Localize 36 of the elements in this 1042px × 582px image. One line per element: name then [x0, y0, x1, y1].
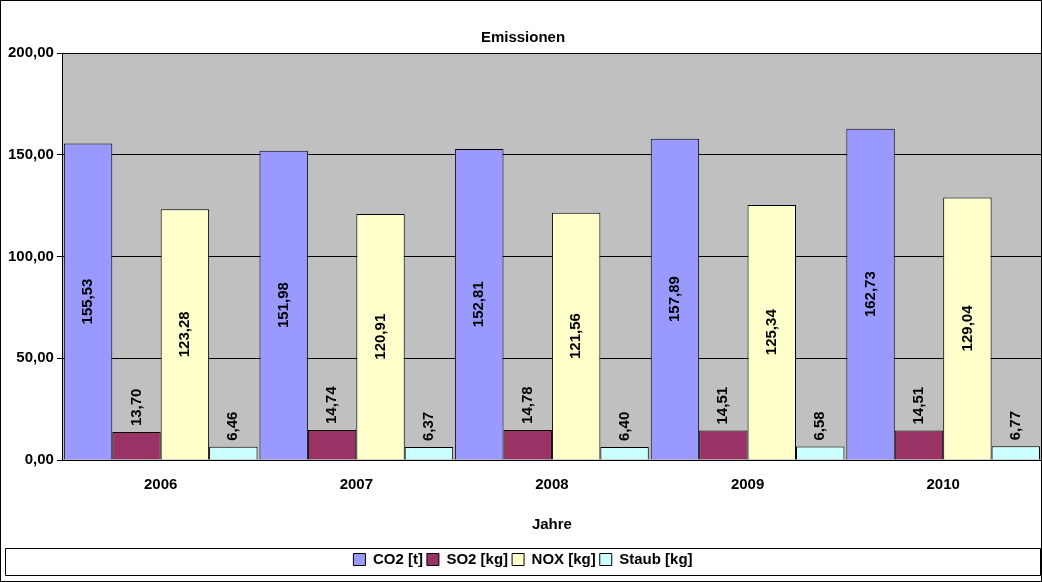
data-label: 162,73	[860, 271, 878, 318]
data-label: 14,51	[909, 386, 927, 425]
data-label: 123,28	[175, 311, 193, 358]
data-label: 6,40	[614, 411, 632, 441]
legend-label: CO2 [t]	[372, 549, 423, 567]
data-label: 120,91	[370, 313, 388, 360]
y-tick-label: 150,00	[7, 144, 54, 162]
x-tick-label: 2010	[926, 475, 960, 493]
legend-label: Staub [kg]	[619, 549, 693, 567]
data-label: 6,58	[810, 411, 828, 441]
data-label: 151,98	[273, 282, 291, 329]
data-label: 14,51	[713, 386, 731, 425]
data-label: 121,56	[566, 313, 584, 360]
y-tick-label: 50,00	[16, 348, 54, 366]
x-tick-label: 2008	[535, 475, 569, 493]
legend-label: SO2 [kg]	[446, 549, 509, 567]
data-label: 152,81	[469, 281, 487, 328]
data-label: 125,34	[761, 308, 779, 356]
data-label: 6,46	[223, 411, 241, 441]
data-label: 6,77	[1005, 411, 1023, 441]
data-label: 13,70	[126, 388, 144, 427]
chart-title: Emissionen	[480, 28, 566, 46]
data-label: 157,89	[665, 276, 683, 323]
x-axis-title: Jahre	[531, 515, 572, 533]
x-tick-label: 2007	[339, 475, 373, 493]
x-tick-label: 2006	[144, 475, 178, 493]
y-tick-label: 100,00	[7, 246, 54, 264]
x-tick-label: 2009	[730, 475, 765, 493]
data-label: 6,37	[419, 411, 437, 442]
data-label: 129,04	[957, 304, 975, 352]
data-label: 155,53	[78, 278, 96, 325]
y-tick-label: 200,00	[7, 43, 54, 61]
legend-label: NOX [kg]	[531, 549, 596, 567]
data-label: 14,74	[322, 385, 340, 425]
data-label: 14,78	[517, 386, 535, 424]
y-tick-label: 0,00	[24, 450, 54, 468]
